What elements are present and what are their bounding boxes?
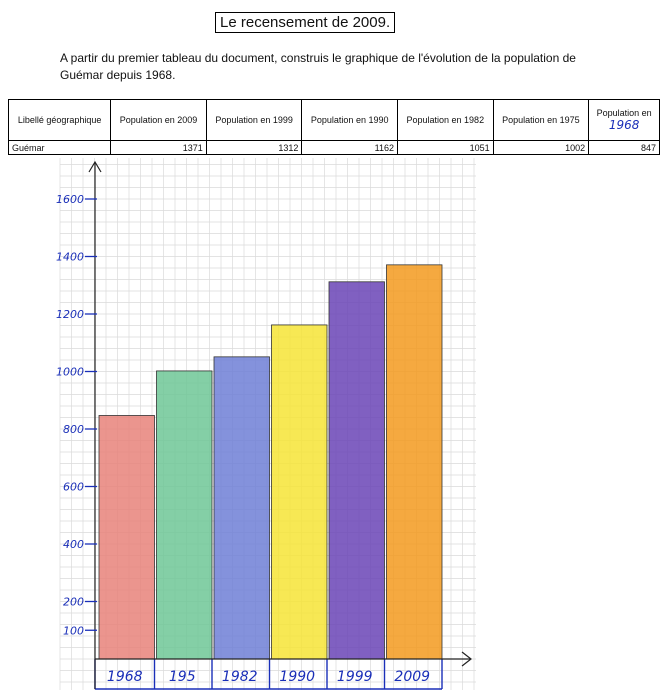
y-tick-label: 100 [63,624,84,637]
y-tick-label: 800 [63,423,84,436]
y-tick-label: 1000 [56,366,84,379]
bar [386,264,443,660]
bar [156,370,213,660]
x-axis-arrow [461,651,472,667]
table-cell-place: Guémar [7,140,112,155]
y-tick-label: 400 [63,538,84,551]
x-tick-label: 1968 [107,669,143,685]
y-tick-label: 1400 [56,251,84,264]
table-row: Guémar 1371 1312 1162 1051 1002 847 [7,140,660,155]
table-cell: 1002 [492,140,590,155]
x-tick-label: 1999 [337,669,373,685]
table-header-cell: Population en 2009 [110,99,207,141]
table-header-cell-last: Population en 1968 [588,99,660,141]
handwritten-year: 1968 [608,118,640,132]
table-header-text: Population en [596,108,652,118]
y-tick-label: 200 [63,596,84,609]
table-cell: 847 [588,140,660,155]
y-tick-label: 600 [63,481,84,494]
table-header-row: Libellé géographique Population en 2009 … [7,99,660,141]
page-title: Le recensement de 2009. [215,12,396,33]
x-tick-label: 2009 [394,669,430,685]
x-tick-label: 1982 [222,669,258,685]
table-cell: 1051 [397,140,494,155]
bar [271,324,328,660]
x-tick-label: 195 [169,669,196,685]
y-axis-arrow [88,160,102,173]
table-cell: 1312 [205,140,303,155]
instruction-text: A partir du premier tableau du document,… [60,51,576,82]
x-tick-label: 1990 [279,669,315,685]
bar [328,281,385,660]
table-header-cell: Libellé géographique [7,99,112,141]
y-tick-label: 1600 [56,193,84,206]
table-cell: 1162 [301,140,398,155]
y-tick-label: 1200 [56,308,84,321]
bar [98,415,155,660]
bar [213,356,270,660]
table-header-cell: Population en 1982 [397,99,494,141]
population-table: Libellé géographique Population en 2009 … [7,99,660,155]
